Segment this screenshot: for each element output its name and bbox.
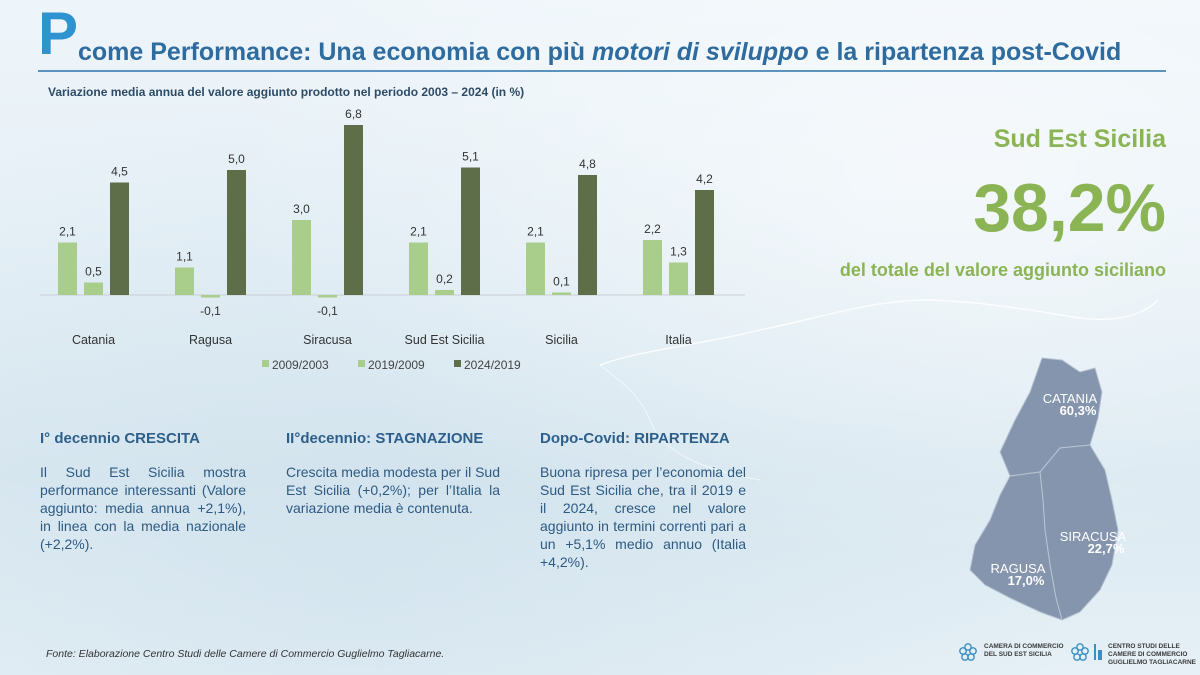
legend-label: 2019/2009: [368, 358, 425, 372]
category-label: Siracusa: [303, 333, 352, 347]
data-label: 0,2: [436, 272, 453, 286]
bar-2: [318, 295, 337, 298]
column-heading: I° decennio CRESCITA: [40, 430, 200, 447]
data-label: 5,1: [462, 150, 479, 164]
title-after: e la ripartenza post-Covid: [808, 38, 1122, 66]
column-body: Buona ripresa per l’economia del Sud Est…: [540, 464, 746, 570]
data-label: 4,5: [111, 165, 128, 179]
bar-3: [578, 175, 597, 295]
category-label: Ragusa: [189, 333, 232, 347]
logo-line: GUGLIELMO TAGLIACARNE: [1108, 659, 1196, 666]
source-note: Fonte: Elaborazione Centro Studi delle C…: [46, 648, 445, 660]
bar-3: [110, 182, 129, 295]
column-body: Il Sud Est Sicilia mostra performance in…: [40, 464, 246, 552]
column-heading: Dopo-Covid: RIPARTENZA: [540, 430, 730, 447]
page-header: P come Performance: Una economia con più…: [38, 2, 1168, 72]
data-label: 1,3: [670, 245, 687, 259]
bar-2: [435, 290, 454, 295]
bar-3: [344, 125, 363, 295]
bar-1: [643, 240, 662, 295]
bar-1: [58, 242, 77, 295]
flower-bar-icon: [1071, 643, 1102, 661]
category-label: Italia: [665, 333, 691, 347]
region-ragusa: [969, 471, 1063, 621]
data-label: 1,1: [176, 250, 193, 264]
data-label: 4,8: [579, 157, 596, 171]
bar-2: [84, 282, 103, 295]
category-label: Sicilia: [545, 333, 578, 347]
page-title: come Performance: Una economia con più m…: [78, 38, 1121, 67]
column-first-decade: I° decennio CRESCITA Il Sud Est Sicilia …: [40, 430, 246, 553]
data-label: 4,2: [696, 172, 713, 186]
column-heading: II°decennio: STAGNAZIONE: [286, 430, 484, 447]
column-post-covid: Dopo-Covid: RIPARTENZA Buona ripresa per…: [540, 430, 746, 571]
centro-studi-logo-text: CENTRO STUDI DELLE CAMERE DI COMMERCIO GUG…: [1108, 643, 1196, 667]
map-share-catania: 60,3%: [1060, 403, 1097, 418]
logo-line: CAMERE DI COMMERCIO: [1108, 651, 1188, 658]
legend-label: 2009/2003: [272, 358, 329, 372]
chart-title: Variazione media annua del valore aggiun…: [48, 85, 525, 99]
bar-3: [227, 170, 246, 295]
bar-1: [526, 242, 545, 295]
legend-swatch: [262, 360, 269, 367]
centro-studi-logo: CENTRO STUDI DELLE CAMERE DI COMMERCIO GUG…: [1070, 640, 1196, 666]
title-emphasis: motori di sviluppo: [592, 38, 809, 66]
data-label: -0,1: [317, 304, 338, 318]
logo-line: DEL SUD EST SICILIA: [984, 651, 1052, 658]
category-label: Sud Est Sicilia: [405, 333, 485, 347]
headline-description: del totale del valore aggiunto siciliano: [839, 260, 1166, 280]
sicily-coastline: [599, 299, 1159, 366]
map-share-siracusa: 22,7%: [1088, 541, 1125, 556]
bar-1: [175, 267, 194, 295]
map-label-catania: CATANIA: [1043, 391, 1098, 406]
bar-chart: 2,1 0,5 4,5 Catania 1,1 -0,1 5,0 Ragusa 3,0 -0,1 6…: [40, 107, 745, 372]
legend-swatch: [358, 360, 365, 367]
bar-1: [409, 242, 428, 295]
bar-3: [695, 190, 714, 295]
title-divider: [38, 70, 1166, 72]
bar-2: [201, 295, 220, 298]
title-before: come Performance: Una economia con più: [78, 38, 593, 66]
data-label: 2,1: [527, 225, 544, 239]
data-label: 2,2: [644, 222, 661, 236]
map-label-siracusa: SIRACUSA: [1060, 529, 1127, 544]
data-label: 2,1: [410, 225, 427, 239]
data-label: 0,1: [553, 275, 570, 289]
bar-1: [292, 220, 311, 295]
sicily-coastline-west: [599, 364, 761, 481]
title-initial: P: [38, 0, 79, 67]
data-label: -0,1: [200, 304, 221, 318]
data-label: 6,8: [345, 107, 362, 121]
logo-line: CAMERA DI COMMERCIO: [984, 643, 1064, 650]
headline-value: 38,2%: [973, 170, 1166, 246]
category-label: Catania: [72, 333, 115, 347]
map-share-ragusa: 17,0%: [1008, 573, 1045, 588]
column-second-decade: II°decennio: STAGNAZIONE Crescita media …: [286, 430, 500, 517]
chamber-logo-text: CAMERA DI COMMERCIO DEL SUD EST SICILIA: [984, 643, 1064, 659]
column-body: Crescita media modesta per il Sud Est Si…: [286, 464, 500, 516]
bar-3: [461, 167, 480, 295]
flower-icon: [959, 643, 977, 661]
data-label: 0,5: [85, 265, 102, 279]
data-label: 2,1: [59, 225, 76, 239]
bar-2: [552, 292, 571, 295]
chamber-logo: CAMERA DI COMMERCIO DEL SUD EST SICILIA: [958, 640, 1068, 666]
headline-name: Sud Est Sicilia: [993, 125, 1166, 153]
data-label: 3,0: [293, 202, 310, 216]
data-label: 5,0: [228, 152, 245, 166]
legend-swatch: [454, 360, 461, 367]
logo-line: CENTRO STUDI DELLE: [1108, 643, 1180, 650]
bar-2: [669, 262, 688, 295]
legend-label: 2024/2019: [464, 358, 521, 372]
map-label-ragusa: RAGUSA: [991, 561, 1046, 576]
